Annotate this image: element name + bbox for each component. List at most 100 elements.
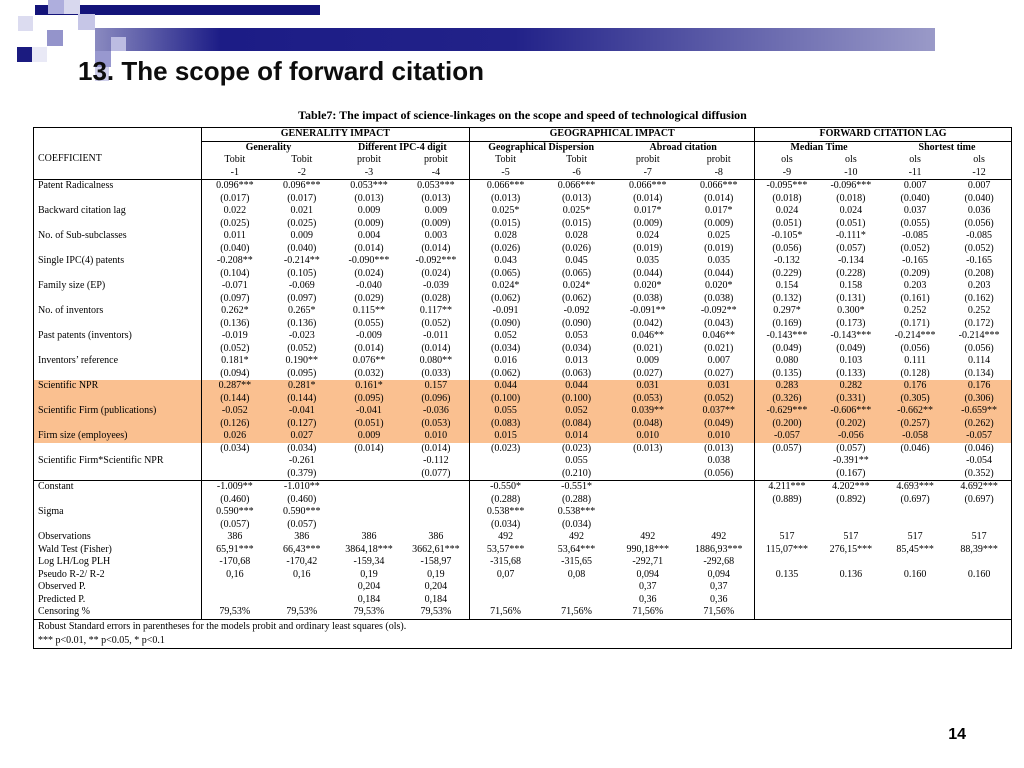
row-label bbox=[34, 368, 202, 381]
value-cell: (0.262) bbox=[947, 417, 1012, 430]
value-cell: 0.017* bbox=[634, 205, 662, 216]
value-cell: (0.173) bbox=[836, 317, 866, 329]
value-cell: 3662,61*** bbox=[412, 543, 460, 555]
value-cell bbox=[754, 455, 819, 468]
value-cell: (0.229) bbox=[754, 267, 819, 280]
row-label: Log LH/Log PLH bbox=[38, 556, 111, 567]
value-cell bbox=[200, 467, 269, 481]
value-cell bbox=[947, 581, 1011, 594]
value-cell: 0.038 bbox=[707, 455, 730, 466]
value-cell: (0.100) bbox=[540, 392, 613, 405]
value-cell: -315,65 bbox=[561, 556, 592, 567]
row-label: Scientific Firm*Scientific NPR bbox=[38, 455, 164, 466]
value-cell: -0.085 bbox=[966, 230, 992, 241]
value-cell: (0.014) bbox=[354, 342, 384, 354]
value-cell: 0.538*** bbox=[469, 506, 541, 519]
value-cell: 0,37 bbox=[639, 581, 657, 592]
stat-row: Log LH/Log PLH -170,68 -170,42 -159,34 -158,… bbox=[34, 556, 1012, 569]
value-cell: 517 bbox=[843, 531, 859, 542]
value-cell bbox=[819, 581, 883, 594]
value-cell: 0,36 bbox=[639, 593, 657, 605]
value-cell bbox=[754, 556, 819, 569]
value-cell bbox=[469, 455, 541, 468]
value-cell bbox=[469, 593, 541, 606]
coef-se-row: (0.136) (0.136) (0.055) (0.052) (0.090) (0.09… bbox=[34, 317, 1012, 330]
subgroup-header: Generality bbox=[200, 141, 336, 154]
value-cell: 0.044 bbox=[469, 380, 541, 393]
value-cell: 492 bbox=[640, 531, 656, 542]
value-cell: 71,56% bbox=[540, 606, 613, 620]
value-cell: 386 bbox=[361, 531, 377, 542]
value-cell: -0.058 bbox=[882, 430, 948, 443]
group-header: GEOGRAPHICAL IMPACT bbox=[469, 127, 755, 142]
value-cell: 517 bbox=[971, 531, 987, 542]
value-cell: -0.261 bbox=[288, 455, 315, 466]
value-cell bbox=[683, 494, 754, 507]
value-cell: (0.026) bbox=[469, 242, 541, 255]
value-cell: 0.157 bbox=[402, 380, 470, 393]
value-cell bbox=[612, 519, 683, 532]
value-cell: 0.039** bbox=[612, 405, 684, 418]
value-cell: (0.023) bbox=[469, 442, 541, 455]
value-cell: (0.046) bbox=[964, 442, 994, 454]
value-cell: (0.326) bbox=[754, 392, 819, 405]
value-cell: (0.051) bbox=[335, 417, 403, 430]
value-cell: 0.031 bbox=[612, 380, 684, 393]
value-cell: 0,204 bbox=[357, 581, 381, 592]
value-cell bbox=[883, 455, 947, 468]
value-cell bbox=[541, 594, 612, 607]
value-cell: 0,184 bbox=[357, 593, 381, 605]
value-cell: (0.049) bbox=[683, 417, 755, 430]
value-cell: 0.010 bbox=[402, 430, 470, 443]
value-cell: 0.176 bbox=[947, 380, 1012, 393]
value-cell: -0.052 bbox=[200, 405, 269, 418]
value-cell: (0.126) bbox=[200, 417, 269, 430]
value-cell: -315,68 bbox=[469, 556, 541, 569]
value-cell: 79,53% bbox=[402, 606, 470, 620]
stat-row: Observations 386 386 386 386 492 492 492 492 517 5… bbox=[34, 531, 1012, 544]
value-cell: -159,34 bbox=[353, 556, 385, 567]
value-cell: (0.026) bbox=[561, 242, 592, 254]
value-cell: (0.052) bbox=[683, 392, 755, 405]
value-cell: (0.049) bbox=[754, 342, 819, 355]
coef-estimate-row: Past patents (inventors) -0.019 -0.023 -0.0… bbox=[34, 330, 1012, 343]
value-cell: 0.025* bbox=[562, 205, 591, 216]
value-cell: 0.009 bbox=[290, 230, 314, 241]
value-cell: 0,36 bbox=[709, 593, 728, 605]
decor-square bbox=[64, 0, 80, 14]
value-cell: 0.015 bbox=[469, 430, 541, 443]
method-header: Tobit bbox=[200, 154, 269, 167]
value-cell: -0.092** bbox=[700, 305, 737, 316]
method-header: probit bbox=[423, 154, 448, 165]
value-cell: (0.057) bbox=[836, 442, 866, 454]
value-cell: 0.297* bbox=[754, 305, 819, 318]
value-cell: (0.100) bbox=[469, 392, 541, 405]
value-cell bbox=[403, 494, 470, 507]
value-cell: (0.460) bbox=[287, 493, 317, 505]
value-cell: (0.062) bbox=[469, 367, 541, 380]
value-cell: (0.084) bbox=[540, 417, 613, 430]
value-cell bbox=[819, 519, 883, 532]
method-header: Tobit bbox=[291, 154, 313, 165]
decor-square bbox=[18, 16, 33, 31]
value-cell bbox=[883, 519, 947, 532]
row-label: Censoring % bbox=[33, 606, 201, 620]
value-cell: (0.013) bbox=[354, 192, 384, 204]
value-cell: 0.007 bbox=[967, 180, 991, 191]
value-cell bbox=[947, 606, 1012, 620]
coefficient-header: COEFFICIENT bbox=[33, 127, 201, 180]
value-cell: (0.062) bbox=[561, 292, 592, 304]
value-cell bbox=[819, 506, 883, 519]
value-cell: (0.053) bbox=[612, 392, 684, 405]
value-cell: -0.092*** bbox=[415, 255, 457, 266]
value-cell bbox=[469, 467, 541, 481]
value-cell: 79,53% bbox=[268, 606, 336, 620]
value-cell: -0.057 bbox=[947, 430, 1012, 443]
value-cell: 517 bbox=[754, 531, 819, 544]
value-cell: 0.026 bbox=[200, 430, 269, 443]
row-label bbox=[34, 468, 202, 481]
value-cell bbox=[469, 581, 541, 594]
row-label bbox=[34, 519, 202, 532]
value-cell: (0.051) bbox=[754, 217, 819, 230]
value-cell bbox=[335, 455, 402, 468]
